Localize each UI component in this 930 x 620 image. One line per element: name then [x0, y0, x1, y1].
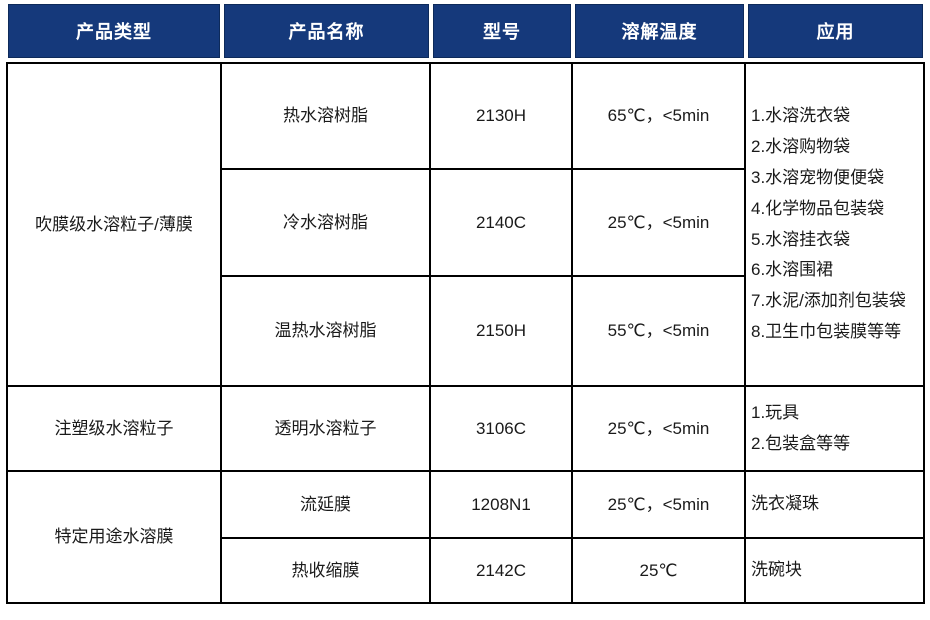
cell-model: 1208N1	[431, 472, 573, 539]
application-line: 2.包装盒等等	[751, 433, 851, 453]
cell-model: 3106C	[431, 387, 573, 472]
cell-model: 2142C	[431, 539, 573, 602]
cell-product-name: 冷水溶树脂	[222, 170, 431, 277]
cell-temperature: 65℃，<5min	[573, 64, 746, 170]
cell-product-name: 热水溶树脂	[222, 64, 431, 170]
application-line: 1.水溶洗衣袋	[751, 105, 851, 125]
application-line: 4.化学物品包装袋	[751, 198, 885, 218]
cell-temperature: 25℃	[573, 539, 746, 602]
cell-product-name: 热收缩膜	[222, 539, 431, 602]
cell-product-name: 温热水溶树脂	[222, 277, 431, 387]
cell-applications-group1: 1.水溶洗衣袋 2.水溶购物袋 3.水溶宠物便便袋 4.化学物品包装袋 5.水溶…	[746, 64, 923, 387]
application-line: 8.卫生巾包装膜等等	[751, 322, 902, 342]
application-line: 洗衣凝珠	[751, 494, 819, 514]
cell-model: 2150H	[431, 277, 573, 387]
header-cell-model: 型号	[431, 2, 573, 60]
cell-applications-group2: 1.玩具 2.包装盒等等	[746, 387, 923, 472]
cell-model: 2130H	[431, 64, 573, 170]
application-line: 7.水泥/添加剂包装袋	[751, 291, 906, 311]
cell-product-type-group2: 注塑级水溶粒子	[8, 387, 222, 472]
header-cell-dissolve-temperature: 溶解温度	[573, 2, 746, 60]
table-header-row: 产品类型 产品名称 型号 溶解温度 应用	[6, 2, 925, 60]
header-cell-product-type: 产品类型	[6, 2, 222, 60]
header-cell-application: 应用	[746, 2, 925, 60]
cell-application: 洗衣凝珠	[746, 472, 923, 539]
application-line: 5.水溶挂衣袋	[751, 229, 851, 249]
header-cell-product-name: 产品名称	[222, 2, 431, 60]
cell-temperature: 25℃，<5min	[573, 170, 746, 277]
table-body: 吹膜级水溶粒子/薄膜 热水溶树脂 2130H 65℃，<5min 冷水溶树脂 2…	[6, 62, 925, 604]
application-line: 6.水溶围裙	[751, 260, 834, 280]
cell-temperature: 25℃，<5min	[573, 387, 746, 472]
cell-temperature: 25℃，<5min	[573, 472, 746, 539]
cell-product-type-group1: 吹膜级水溶粒子/薄膜	[8, 64, 222, 387]
application-line: 洗碗块	[751, 560, 802, 580]
cell-product-name: 透明水溶粒子	[222, 387, 431, 472]
cell-application: 洗碗块	[746, 539, 923, 602]
cell-temperature: 55℃，<5min	[573, 277, 746, 387]
cell-model: 2140C	[431, 170, 573, 277]
cell-product-type-group3: 特定用途水溶膜	[8, 472, 222, 602]
application-line: 3.水溶宠物便便袋	[751, 167, 885, 187]
application-line: 2.水溶购物袋	[751, 136, 851, 156]
cell-product-name: 流延膜	[222, 472, 431, 539]
application-line: 1.玩具	[751, 402, 800, 422]
